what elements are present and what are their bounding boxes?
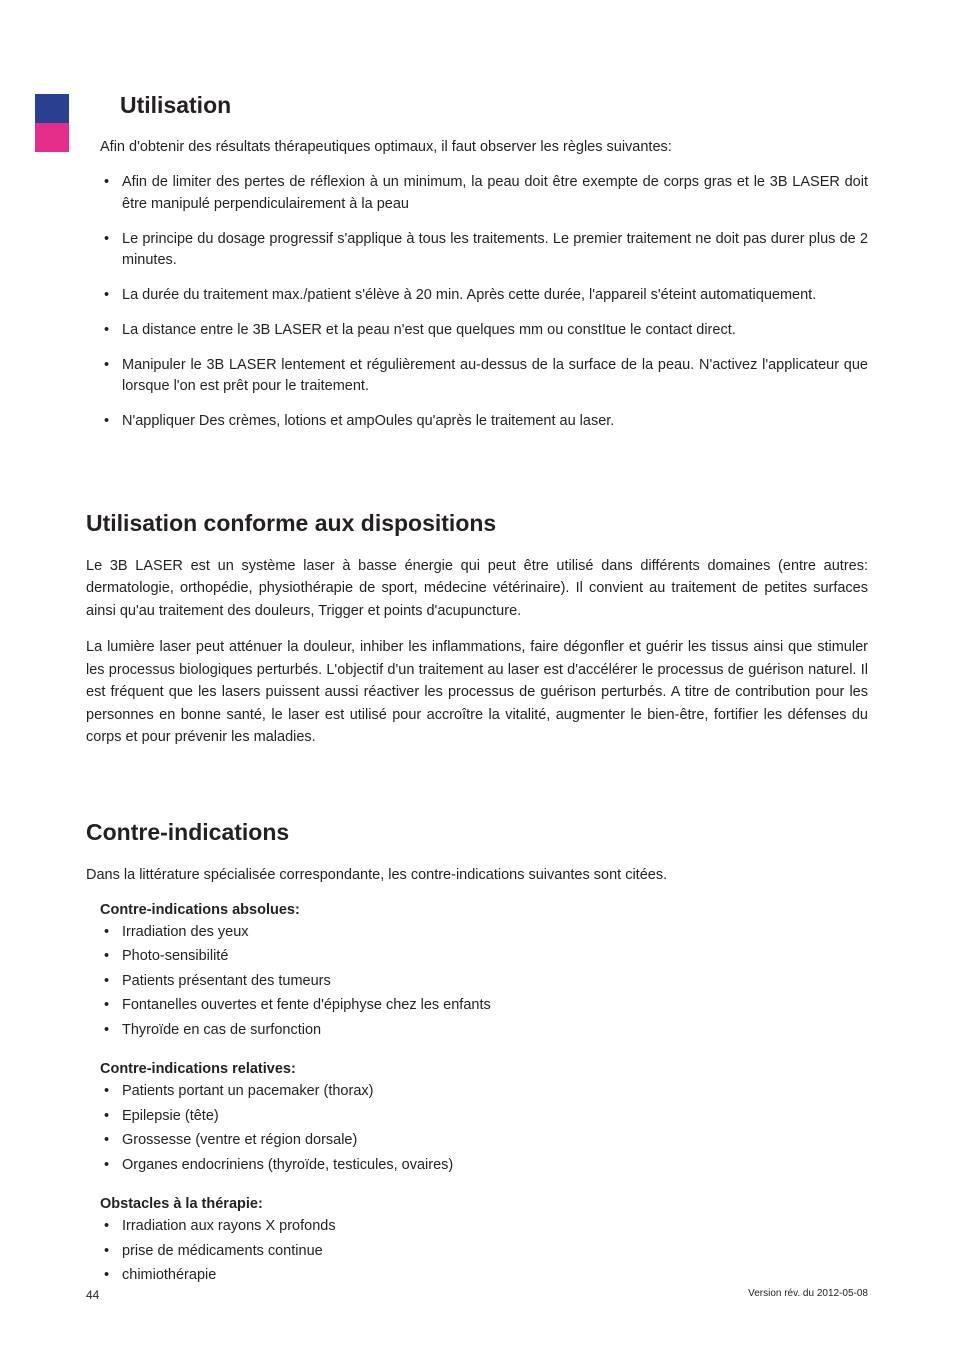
list-item: La durée du traitement max./patient s'él… [100, 285, 868, 320]
list-item: Irradiation aux rayons X profonds [100, 1215, 868, 1239]
list-item: Manipuler le 3B LASER lentement et régul… [100, 355, 868, 412]
list-item: Fontanelles ouvertes et fente d'épiphyse… [100, 994, 868, 1018]
page-content: Utilisation Afin d'obtenir des résultats… [0, 0, 954, 1350]
list-item: Thyroïde en cas de surfonction [100, 1019, 868, 1043]
list-item: Patients présentant des tumeurs [100, 970, 868, 994]
page-footer: 44 Version rév. du 2012-05-08 [86, 1288, 868, 1302]
list-item: Afin de limiter des pertes de réflexion … [100, 172, 868, 229]
list-item: La distance entre le 3B LASER et la peau… [100, 320, 868, 355]
section-title-conforme: Utilisation conforme aux dispositions [86, 510, 868, 537]
group-list-absolues: Irradiation des yeux Photo-sensibilité P… [100, 921, 868, 1043]
version-text: Version rév. du 2012-05-08 [748, 1288, 868, 1302]
list-item: Irradiation des yeux [100, 921, 868, 945]
list-item: Photo-sensibilité [100, 945, 868, 969]
group-heading-absolues: Contre-indications absolues: [100, 902, 868, 918]
list-item: N'appliquer Des crèmes, lotions et ampOu… [100, 411, 868, 446]
group-heading-relatives: Contre-indications relatives: [100, 1061, 868, 1077]
section1-bullets: Afin de limiter des pertes de réflexion … [100, 172, 868, 446]
group-list-obstacles: Irradiation aux rayons X profonds prise … [100, 1215, 868, 1288]
group-list-relatives: Patients portant un pacemaker (thorax) E… [100, 1080, 868, 1178]
list-item: Grossesse (ventre et région dorsale) [100, 1129, 868, 1153]
section-title-contre: Contre-indications [86, 819, 868, 846]
list-item: Patients portant un pacemaker (thorax) [100, 1080, 868, 1104]
section1-intro: Afin d'obtenir des résultats thérapeutiq… [100, 137, 868, 158]
page-number: 44 [86, 1288, 99, 1302]
section3-intro: Dans la littérature spécialisée correspo… [86, 864, 868, 886]
section-title-utilisation: Utilisation [120, 92, 868, 119]
list-item: chimiothérapie [100, 1264, 868, 1288]
list-item: Le principe du dosage progressif s'appli… [100, 229, 868, 286]
section2-paragraph: Le 3B LASER est un système laser à basse… [86, 555, 868, 622]
group-heading-obstacles: Obstacles à la thérapie: [100, 1196, 868, 1212]
list-item: prise de médicaments continue [100, 1240, 868, 1264]
list-item: Organes endocriniens (thyroïde, testicul… [100, 1154, 868, 1178]
section2-paragraph: La lumière laser peut atténuer la douleu… [86, 636, 868, 748]
list-item: Epilepsie (tête) [100, 1105, 868, 1129]
